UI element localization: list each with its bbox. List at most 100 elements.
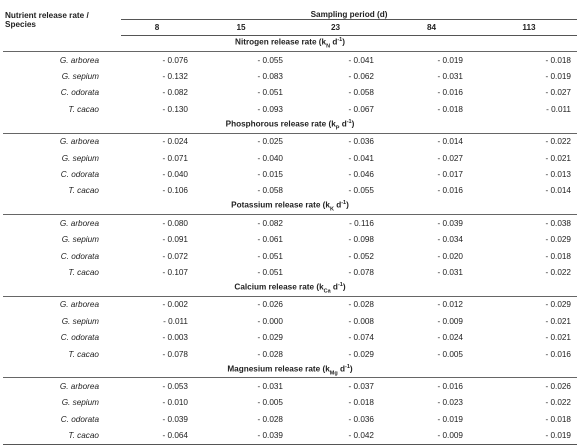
rate-value-cell: - 0.019 bbox=[437, 55, 464, 65]
table-row: C. odorata - 0.003 - 0.029 - 0.074 - 0.024 - … bbox=[3, 329, 577, 345]
rate-value-cell: - 0.074 bbox=[348, 333, 375, 343]
rate-value-cell: - 0.058 bbox=[348, 88, 375, 98]
rate-value-cell: - 0.061 bbox=[257, 235, 284, 245]
rate-value-cell: - 0.017 bbox=[437, 170, 464, 180]
rate-value-cell: - 0.019 bbox=[545, 72, 572, 82]
period-col-header: 15 bbox=[193, 19, 289, 36]
rate-value-cell: - 0.051 bbox=[257, 267, 284, 277]
rate-value-cell: - 0.036 bbox=[348, 137, 375, 147]
rate-value-cell: - 0.005 bbox=[437, 349, 464, 359]
section-title: Potassium release rate (kK d-1) bbox=[3, 199, 577, 216]
section-title-sub: N bbox=[326, 43, 331, 50]
rate-value-cell: - 0.038 bbox=[545, 218, 572, 228]
rate-value-cell: - 0.011 bbox=[163, 316, 188, 326]
rate-value-cell: - 0.020 bbox=[437, 251, 464, 261]
section-title: Calcium release rate (kCa d-1) bbox=[3, 280, 577, 297]
rate-value-cell: - 0.091 bbox=[162, 235, 189, 245]
section-title: Magnesium release rate (kMg d-1) bbox=[3, 362, 577, 379]
section-title-sup: -1 bbox=[341, 200, 347, 207]
rate-value-cell: - 0.042 bbox=[289, 427, 382, 445]
table-row: G. arborea - 0.053 - 0.031 - 0.037 - 0.016 - … bbox=[3, 378, 577, 395]
rate-value-cell: - 0.093 bbox=[257, 104, 284, 114]
section-title-unit: d bbox=[337, 364, 345, 374]
section-header-row: Phosphorous release rate (kP d-1) bbox=[3, 117, 577, 134]
table-row: G. sepium - 0.011 - 0.000 - 0.008 - 0.009 - 0… bbox=[3, 313, 577, 329]
species-cell: T. cacao bbox=[3, 427, 121, 445]
rate-value-cell: - 0.029 bbox=[545, 300, 572, 310]
rate-value-cell: - 0.018 bbox=[348, 398, 375, 408]
rate-value-cell: - 0.009 bbox=[382, 427, 481, 445]
rate-value-cell: - 0.011 bbox=[546, 104, 571, 114]
rate-value-cell: - 0.013 bbox=[545, 170, 572, 180]
table-row: T. cacao - 0.106 - 0.058 - 0.055 - 0.016 - 0.… bbox=[3, 183, 577, 199]
rate-value-cell: - 0.021 bbox=[545, 333, 572, 343]
section-header-row: Calcium release rate (kCa d-1) bbox=[3, 280, 577, 297]
species-cell: C. odorata bbox=[60, 414, 99, 424]
rate-value-cell: - 0.067 bbox=[348, 104, 375, 114]
rate-value-cell: - 0.053 bbox=[162, 381, 189, 391]
table-row: G. arborea - 0.076 - 0.055 - 0.041 - 0.019 - … bbox=[3, 52, 577, 69]
rate-value-cell: - 0.018 bbox=[545, 251, 572, 261]
rate-value-cell: - 0.010 bbox=[162, 398, 189, 408]
section-title-sub: Mg bbox=[329, 369, 338, 376]
rate-value-cell: - 0.052 bbox=[348, 251, 375, 261]
table-row: G. arborea - 0.024 - 0.025 - 0.036 - 0.014 - … bbox=[3, 133, 577, 150]
rate-value-cell: - 0.029 bbox=[545, 235, 572, 245]
rate-value-cell: - 0.041 bbox=[348, 153, 375, 163]
rate-value-cell: - 0.034 bbox=[437, 235, 464, 245]
rate-value-cell: - 0.051 bbox=[257, 251, 284, 261]
section-title-sup: -1 bbox=[346, 118, 352, 125]
species-cell: G. arborea bbox=[59, 300, 99, 310]
rate-value-cell: - 0.046 bbox=[348, 170, 375, 180]
species-cell: C. odorata bbox=[60, 170, 99, 180]
table-body: Nitrogen release rate (kN d-1) G. arborea… bbox=[3, 35, 577, 445]
rate-value-cell: - 0.078 bbox=[162, 349, 189, 359]
rate-value-cell: - 0.132 bbox=[162, 72, 189, 82]
rate-value-cell: - 0.014 bbox=[437, 137, 464, 147]
species-cell: G. arborea bbox=[59, 218, 99, 228]
rate-value-cell: - 0.003 bbox=[162, 333, 189, 343]
table-row: G. arborea - 0.002 - 0.026 - 0.028 - 0.012 - … bbox=[3, 296, 577, 313]
rate-value-cell: - 0.031 bbox=[437, 72, 464, 82]
rate-value-cell: - 0.016 bbox=[437, 381, 464, 391]
rate-value-cell: - 0.023 bbox=[437, 398, 464, 408]
species-cell: G. sepium bbox=[61, 398, 99, 408]
table-row: T. cacao - 0.064- 0.039- 0.042- 0.009- 0.… bbox=[3, 427, 577, 445]
rate-value-cell: - 0.002 bbox=[162, 300, 189, 310]
rate-value-cell: - 0.005 bbox=[257, 398, 284, 408]
corner-header: Nutrient release rate / Species bbox=[3, 4, 121, 36]
section-title-close: ) bbox=[342, 282, 346, 292]
period-col-header: 8 bbox=[121, 19, 193, 36]
species-cell: G. sepium bbox=[61, 72, 99, 82]
period-col-header: 23 bbox=[289, 19, 382, 36]
table-row: T. cacao - 0.130 - 0.093 - 0.067 - 0.018 - 0.… bbox=[3, 101, 577, 117]
section-title-unit: d bbox=[333, 201, 342, 211]
rate-value-cell: - 0.051 bbox=[257, 88, 284, 98]
rate-value-cell: - 0.098 bbox=[348, 235, 375, 245]
rate-value-cell: - 0.008 bbox=[348, 316, 375, 326]
rate-value-cell: - 0.080 bbox=[162, 218, 189, 228]
section-title-sub: Ca bbox=[323, 288, 331, 295]
rate-value-cell: - 0.082 bbox=[257, 218, 284, 228]
period-label: Sampling period (d) bbox=[310, 10, 388, 19]
species-cell: G. arborea bbox=[59, 137, 99, 147]
rate-value-cell: - 0.040 bbox=[257, 153, 284, 163]
species-cell: T. cacao bbox=[68, 104, 99, 114]
rate-value-cell: - 0.016 bbox=[545, 349, 572, 359]
rate-value-cell: - 0.027 bbox=[437, 153, 464, 163]
table-row: C. odorata - 0.039 - 0.028 - 0.036 - 0.019 - … bbox=[3, 411, 577, 427]
rate-value-cell: - 0.041 bbox=[348, 55, 375, 65]
rate-value-cell: - 0.058 bbox=[257, 186, 284, 196]
release-rate-table: Nutrient release rate / Species Sampling… bbox=[3, 4, 577, 445]
section-title-close: ) bbox=[342, 38, 345, 48]
rate-value-cell: - 0.019 bbox=[481, 427, 577, 445]
section-title-unit: d bbox=[330, 38, 338, 48]
rate-value-cell: - 0.055 bbox=[257, 55, 284, 65]
section-title-sub: K bbox=[329, 206, 334, 213]
section-header-row: Magnesium release rate (kMg d-1) bbox=[3, 362, 577, 379]
rate-value-cell: - 0.039 bbox=[193, 427, 289, 445]
rate-value-cell: - 0.072 bbox=[162, 251, 189, 261]
table-row: G. sepium - 0.071 - 0.040 - 0.041 - 0.027 - 0… bbox=[3, 150, 577, 166]
rate-value-cell: - 0.016 bbox=[437, 186, 464, 196]
section-title-sup: -1 bbox=[345, 363, 350, 370]
